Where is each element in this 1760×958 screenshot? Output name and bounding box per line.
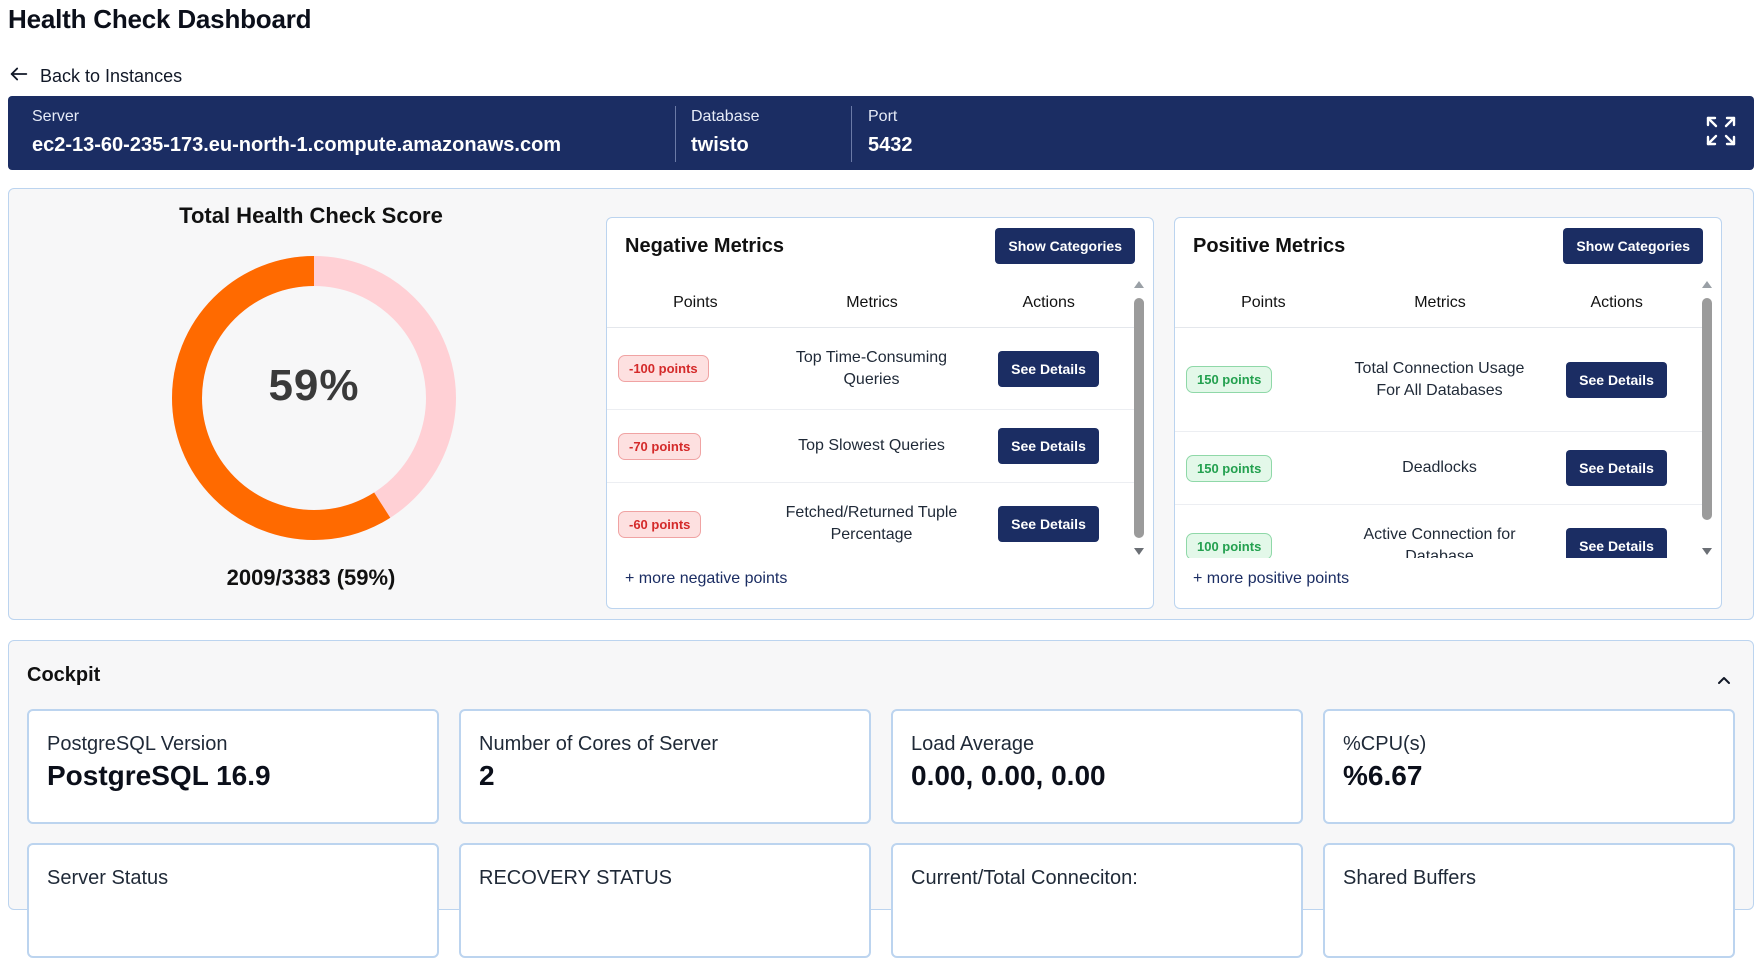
chevron-up-icon[interactable] [1713,669,1735,691]
stat-card-connections: Current/Total Conneciton: [891,843,1303,958]
donut-score-segment [172,256,456,540]
divider [851,106,852,162]
table-row: 150 points Deadlocks See Details [1175,432,1705,505]
points-badge: -60 points [618,510,702,538]
server-info-bar: Server ec2-13-60-235-173.eu-north-1.comp… [8,96,1754,170]
scroll-down-arrow-icon[interactable] [1134,548,1144,555]
score-percent: 59% [268,361,360,410]
column-header-points: Points [1241,293,1286,311]
points-badge: 100 points [1186,532,1273,558]
expand-icon[interactable] [1704,114,1738,148]
scrollbar-thumb[interactable] [1134,298,1144,538]
see-details-button[interactable]: See Details [998,506,1099,542]
port-field: Port 5432 [868,108,913,157]
metric-name: Total Connection Usage For All Databases [1354,359,1525,399]
stat-card-shared-buffers: Shared Buffers [1323,843,1735,958]
stat-card-server-status: Server Status [27,843,439,958]
back-to-instances-link[interactable]: Back to Instances [8,63,182,90]
stat-card-cpu: %CPU(s) %6.67 [1323,709,1735,824]
metric-name: Deadlocks [1402,459,1477,476]
stat-value: %6.67 [1343,760,1423,791]
score-donut-chart [172,256,456,540]
stat-label: Load Average [911,733,1035,755]
stat-label: Number of Cores of Server [479,733,718,755]
scroll-up-arrow-icon[interactable] [1134,281,1144,288]
server-field: Server ec2-13-60-235-173.eu-north-1.comp… [32,108,561,157]
negative-metrics-list[interactable]: -100 points Top Time-Consuming Queries S… [607,328,1137,558]
cockpit-title: Cockpit [27,664,101,686]
page-title: Health Check Dashboard [8,4,312,34]
database-label: Database [691,108,760,125]
scroll-down-arrow-icon[interactable] [1702,548,1712,555]
points-badge: 150 points [1186,366,1273,393]
score-title: Total Health Check Score [179,203,443,228]
positive-metrics-list[interactable]: 150 points Total Connection Usage For Al… [1175,328,1705,558]
arrow-left-icon [8,63,30,90]
column-header-actions: Actions [1590,293,1643,311]
stat-card-recovery-status: RECOVERY STATUS [459,843,871,958]
stat-card-cores: Number of Cores of Server 2 [459,709,871,824]
table-row: 150 points Total Connection Usage For Al… [1175,328,1705,432]
points-badge: -70 points [618,432,702,460]
see-details-button[interactable]: See Details [1566,361,1667,398]
stat-label: RECOVERY STATUS [479,867,673,889]
score-summary: 2009/3383 (59%) [226,565,396,590]
back-link-label: Back to Instances [40,66,183,86]
cockpit-section: Cockpit PostgreSQL Version PostgreSQL 16… [8,640,1754,958]
server-label: Server [32,108,80,125]
database-value: twisto [691,134,749,156]
port-value: 5432 [868,134,913,156]
more-positive-points-link[interactable]: + more positive points [1193,570,1350,587]
table-row: -70 points Top Slowest Queries See Detai… [607,410,1137,483]
table-header: Points Metrics Actions [607,278,1137,328]
stat-label: Shared Buffers [1343,867,1477,889]
points-badge: -100 points [618,355,709,382]
scrollbar[interactable] [1701,278,1713,558]
negative-metrics-card: Negative Metrics Show Categories Points … [606,217,1154,609]
stat-card-postgresql-version: PostgreSQL Version PostgreSQL 16.9 [27,709,439,824]
stat-label: PostgreSQL Version [47,733,228,755]
column-header-metrics: Metrics [846,293,898,311]
points-badge: 150 points [1186,454,1273,482]
database-field: Database twisto [691,108,760,157]
see-details-button[interactable]: See Details [998,428,1099,464]
scroll-up-arrow-icon[interactable] [1702,281,1712,288]
metric-name: Active Connection for Database [1363,526,1516,558]
see-details-button[interactable]: See Details [1566,450,1667,486]
stat-value: PostgreSQL 16.9 [47,760,271,791]
show-categories-button[interactable]: Show Categories [995,228,1135,264]
scrollbar-thumb[interactable] [1702,298,1712,520]
column-header-actions: Actions [1022,293,1075,311]
scrollbar[interactable] [1133,278,1145,558]
table-header: Points Metrics Actions [1175,278,1705,328]
divider [675,106,676,162]
health-summary-panel: Total Health Check Score 59% 2009/3383 (… [8,188,1754,620]
stat-label: Current/Total Conneciton: [911,867,1138,889]
positive-metrics-card: Positive Metrics Show Categories Points … [1174,217,1722,609]
stat-card-load-average: Load Average 0.00, 0.00, 0.00 [891,709,1303,824]
stat-label: %CPU(s) [1343,733,1427,755]
metric-name: Top Time-Consuming Queries [795,348,948,388]
see-details-button[interactable]: See Details [998,350,1099,387]
table-row: -100 points Top Time-Consuming Queries S… [607,328,1137,410]
see-details-button[interactable]: See Details [1566,528,1667,558]
stat-label: Server Status [47,867,169,889]
port-label: Port [868,108,898,125]
stat-value: 2 [479,760,495,791]
table-row: 100 points Active Connection for Databas… [1175,505,1705,558]
table-row: -60 points Fetched/Returned Tuple Percen… [607,483,1137,558]
server-value: ec2-13-60-235-173.eu-north-1.compute.ama… [32,134,562,156]
positive-metrics-title: Positive Metrics [1193,235,1346,257]
show-categories-button[interactable]: Show Categories [1563,228,1703,264]
negative-metrics-title: Negative Metrics [625,235,784,257]
stat-value: 0.00, 0.00, 0.00 [911,760,1106,791]
column-header-metrics: Metrics [1414,293,1466,311]
more-negative-points-link[interactable]: + more negative points [625,570,788,587]
metric-name: Fetched/Returned Tuple Percentage [785,504,958,543]
column-header-points: Points [673,293,718,311]
metric-name: Top Slowest Queries [798,437,945,454]
